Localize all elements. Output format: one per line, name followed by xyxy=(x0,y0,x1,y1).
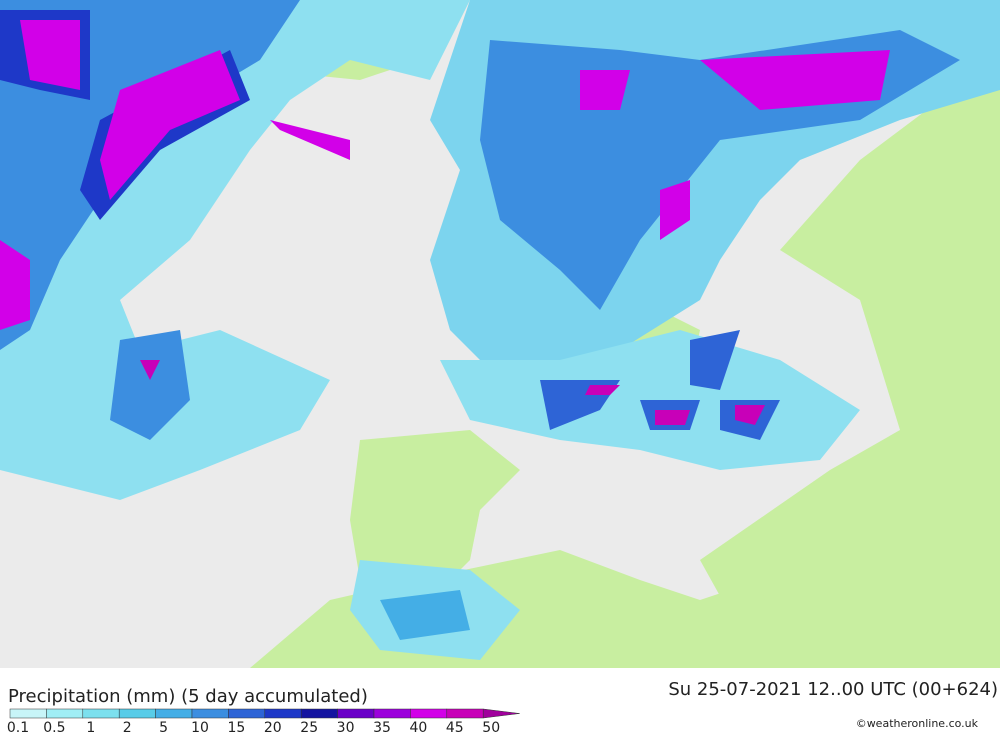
legend-label: 15 xyxy=(227,720,245,733)
legend-swatch xyxy=(337,708,375,719)
credit: ©weatheronline.co.uk xyxy=(856,717,979,730)
legend-swatch xyxy=(46,708,84,719)
legend-swatch xyxy=(446,708,484,719)
precipitation-area xyxy=(540,330,780,440)
legend-label: 30 xyxy=(337,720,355,733)
valid-time: Su 25-07-2021 12..00 UTC (00+624) xyxy=(668,679,998,700)
land xyxy=(350,430,520,590)
map xyxy=(0,0,1000,668)
legend-label: 50 xyxy=(482,720,500,733)
precipitation-area xyxy=(110,330,190,440)
legend-label: 2 xyxy=(123,720,132,733)
map-title: Precipitation (mm) (5 day accumulated) xyxy=(8,686,368,707)
legend-swatch xyxy=(155,708,193,719)
legend-label: 0.1 xyxy=(7,720,29,733)
land xyxy=(700,80,1000,668)
legend: 0.1 0.5 1 2 5 10 15 20 25 30 35 40 45 50 xyxy=(7,708,520,733)
legend-swatch xyxy=(9,708,47,719)
precipitation-area xyxy=(0,20,890,330)
legend-swatch xyxy=(410,708,448,719)
legend-swatch xyxy=(373,708,411,719)
legend-label: 5 xyxy=(159,720,168,733)
legend-label: 40 xyxy=(409,720,427,733)
legend-swatch xyxy=(228,708,266,719)
legend-label: 45 xyxy=(446,720,464,733)
legend-label: 0.5 xyxy=(43,720,65,733)
legend-swatch xyxy=(482,708,520,719)
legend-label: 20 xyxy=(264,720,282,733)
precipitation-area xyxy=(380,590,470,640)
legend-swatch xyxy=(264,708,302,719)
legend-label: 10 xyxy=(191,720,209,733)
legend-label: 35 xyxy=(373,720,391,733)
legend-swatch xyxy=(300,708,338,719)
legend-swatch xyxy=(118,708,156,719)
legend-swatch xyxy=(191,708,229,719)
legend-label: 1 xyxy=(86,720,95,733)
legend-label: 25 xyxy=(300,720,318,733)
legend-swatch xyxy=(82,708,120,719)
